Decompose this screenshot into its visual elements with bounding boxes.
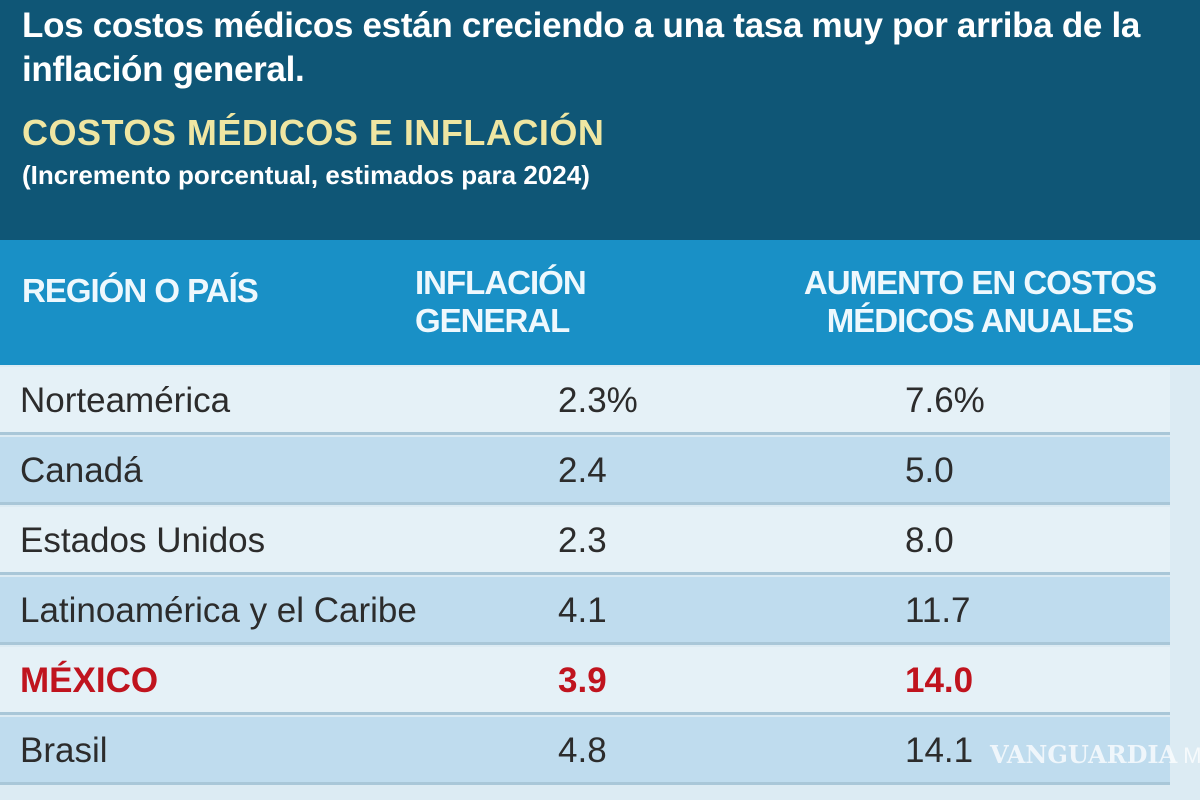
table-row: Norteamérica 2.3% 7.6% [0, 367, 1170, 435]
inflation-cell: 3.9 [558, 661, 607, 700]
medical-cost-cell: 11.7 [905, 591, 971, 630]
inflation-cell: 2.4 [558, 451, 607, 490]
table-row: Brasil 4.8 14.1 [0, 717, 1170, 785]
region-cell: Estados Unidos [20, 521, 266, 560]
inflation-cell: 2.3% [558, 381, 638, 420]
table-row: Latinoamérica y el Caribe 4.1 11.7 [0, 577, 1170, 645]
header-panel: Los costos médicos están creciendo a una… [0, 0, 1200, 240]
region-cell: Brasil [20, 731, 108, 770]
table-title: COSTOS MÉDICOS E INFLACIÓN [22, 112, 605, 153]
region-cell: MÉXICO [20, 661, 159, 700]
medical-cost-cell: 14.0 [905, 661, 974, 700]
inflation-cell: 2.3 [558, 521, 607, 560]
region-cell: Latinoamérica y el Caribe [20, 591, 417, 630]
column-header-inflation: INFLACIÓN GENERAL [415, 264, 587, 339]
column-header-region: REGIÓN O PAÍS [22, 272, 259, 309]
region-cell: Canadá [20, 451, 143, 490]
table-row: MÉXICO 3.9 14.0 [0, 647, 1170, 715]
table-row: Canadá 2.4 5.0 [0, 437, 1170, 505]
table-row: Estados Unidos 2.3 8.0 [0, 507, 1170, 575]
inflation-cell: 4.8 [558, 731, 607, 770]
medical-cost-cell: 14.1 [905, 731, 974, 770]
table-header: REGIÓN O PAÍS INFLACIÓN GENERAL AUMENTO … [0, 240, 1200, 365]
medical-cost-cell: 8.0 [905, 521, 954, 560]
medical-cost-cell: 5.0 [905, 451, 954, 490]
region-cell: Norteamérica [20, 381, 231, 420]
watermark-logo: VANGUARDIAMX [990, 740, 1200, 769]
medical-cost-cell: 7.6% [905, 381, 985, 420]
table-subtitle: (Incremento porcentual, estimados para 2… [22, 160, 590, 190]
headline: Los costos médicos están creciendo a una… [22, 6, 1141, 89]
column-header-medical: AUMENTO EN COSTOS MÉDICOS ANUALES [803, 264, 1157, 339]
inflation-cell: 4.1 [558, 591, 607, 630]
